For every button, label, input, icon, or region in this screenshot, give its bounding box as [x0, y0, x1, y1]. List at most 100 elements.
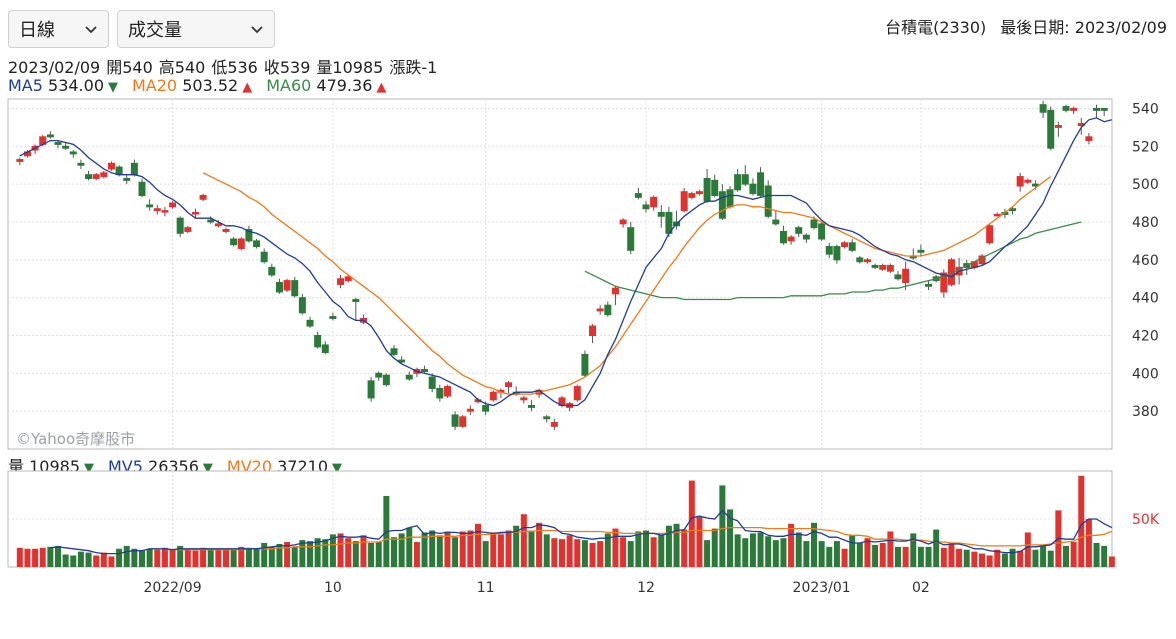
- candle-body: [543, 416, 551, 420]
- candle-body: [520, 397, 528, 401]
- volume-bar: [169, 549, 176, 567]
- volume-bar: [475, 523, 481, 567]
- volume-bar: [55, 545, 61, 567]
- volume-bar: [314, 538, 321, 567]
- candle-body: [642, 204, 650, 210]
- volume-bar: [925, 546, 932, 567]
- candle-body: [634, 193, 642, 198]
- candle: [46, 131, 54, 139]
- volume-bar: [971, 551, 978, 567]
- last-date: 最後日期: 2023/02/09: [1000, 18, 1167, 37]
- price-tick-label: 460: [1132, 253, 1159, 269]
- volume-bar: [856, 543, 863, 567]
- candle: [69, 150, 77, 158]
- candle-body: [863, 259, 871, 263]
- ohlc-close: 收539: [263, 58, 311, 77]
- volume-bar: [291, 546, 298, 567]
- volume-bar: [864, 538, 871, 567]
- candle-body: [925, 283, 933, 287]
- volume-bar: [1009, 548, 1016, 567]
- volume-bar: [574, 539, 581, 567]
- ma5-line: [19, 117, 1112, 407]
- volume-bar: [956, 548, 963, 567]
- volume-bar: [421, 532, 428, 567]
- candle-body: [886, 264, 894, 272]
- candle-body: [764, 185, 772, 217]
- candle-body: [253, 240, 261, 248]
- legend-item: MA20 503.52 ▲: [132, 76, 252, 95]
- down-triangle-icon: ▼: [202, 461, 213, 476]
- candle: [863, 257, 871, 264]
- volume-bar: [253, 548, 260, 567]
- price-tick-label: 440: [1132, 291, 1159, 307]
- candle-body: [436, 387, 444, 399]
- candle-body: [550, 422, 558, 427]
- volume-tick-label: 50K: [1132, 512, 1160, 528]
- volume-bar: [635, 531, 642, 567]
- volume-bar: [490, 532, 497, 567]
- period-select[interactable]: 日線: [8, 10, 109, 48]
- candle: [321, 341, 329, 355]
- candle-body: [741, 174, 749, 185]
- volume-bar: [200, 547, 207, 567]
- candle-body: [1085, 136, 1093, 142]
- volume-bar: [849, 535, 856, 567]
- price-tick-label: 520: [1132, 139, 1159, 155]
- candle: [184, 225, 192, 234]
- candle: [291, 276, 299, 298]
- candle-body: [161, 210, 169, 213]
- volume-bar: [375, 542, 382, 567]
- candle-body: [726, 189, 734, 208]
- candle-body: [627, 227, 635, 251]
- candle: [123, 174, 131, 185]
- candle: [688, 191, 696, 200]
- candle-body: [199, 194, 207, 200]
- candle: [268, 263, 276, 277]
- candle-body: [138, 181, 146, 196]
- volume-bar: [551, 538, 558, 567]
- candle-body: [749, 183, 757, 195]
- candle-body: [459, 416, 467, 427]
- candle-body: [757, 172, 765, 196]
- candle: [230, 237, 238, 247]
- candle: [1085, 133, 1093, 145]
- candle-body: [207, 219, 215, 223]
- candle-body: [856, 257, 864, 263]
- volume-bar: [77, 551, 84, 567]
- candle: [390, 344, 398, 357]
- candle-body: [85, 174, 93, 179]
- volume-bar: [108, 556, 115, 567]
- candle: [894, 271, 902, 281]
- candle: [421, 365, 429, 374]
- volume-bar: [597, 541, 604, 567]
- candle: [833, 244, 841, 264]
- volume-bar: [154, 549, 161, 567]
- volume-bar: [780, 538, 787, 567]
- candle-body: [902, 268, 910, 284]
- x-tick-label: 12: [637, 580, 655, 596]
- candle-body: [107, 162, 115, 170]
- volume-panel: 50K: [7, 470, 1160, 568]
- candle-body: [291, 280, 299, 297]
- candle: [711, 174, 719, 198]
- volume-bar: [467, 530, 474, 567]
- volume-bar: [1093, 543, 1100, 567]
- volume-bar: [520, 514, 527, 567]
- candle-body: [734, 174, 742, 191]
- indicator-select[interactable]: 成交量: [117, 10, 275, 48]
- candle: [818, 221, 826, 241]
- volume-bar: [719, 485, 726, 567]
- candle-body: [176, 217, 184, 234]
- volume-bar: [1047, 550, 1054, 567]
- volume-bar: [307, 541, 313, 567]
- candle-body: [787, 236, 795, 242]
- candle: [352, 297, 360, 321]
- candle: [856, 256, 864, 264]
- volume-bar: [948, 543, 955, 567]
- volume-bar: [452, 537, 459, 567]
- candle-body: [657, 212, 665, 217]
- ohlc-date: 2023/02/09: [8, 58, 101, 77]
- candle: [611, 286, 619, 306]
- candle-body: [718, 191, 726, 219]
